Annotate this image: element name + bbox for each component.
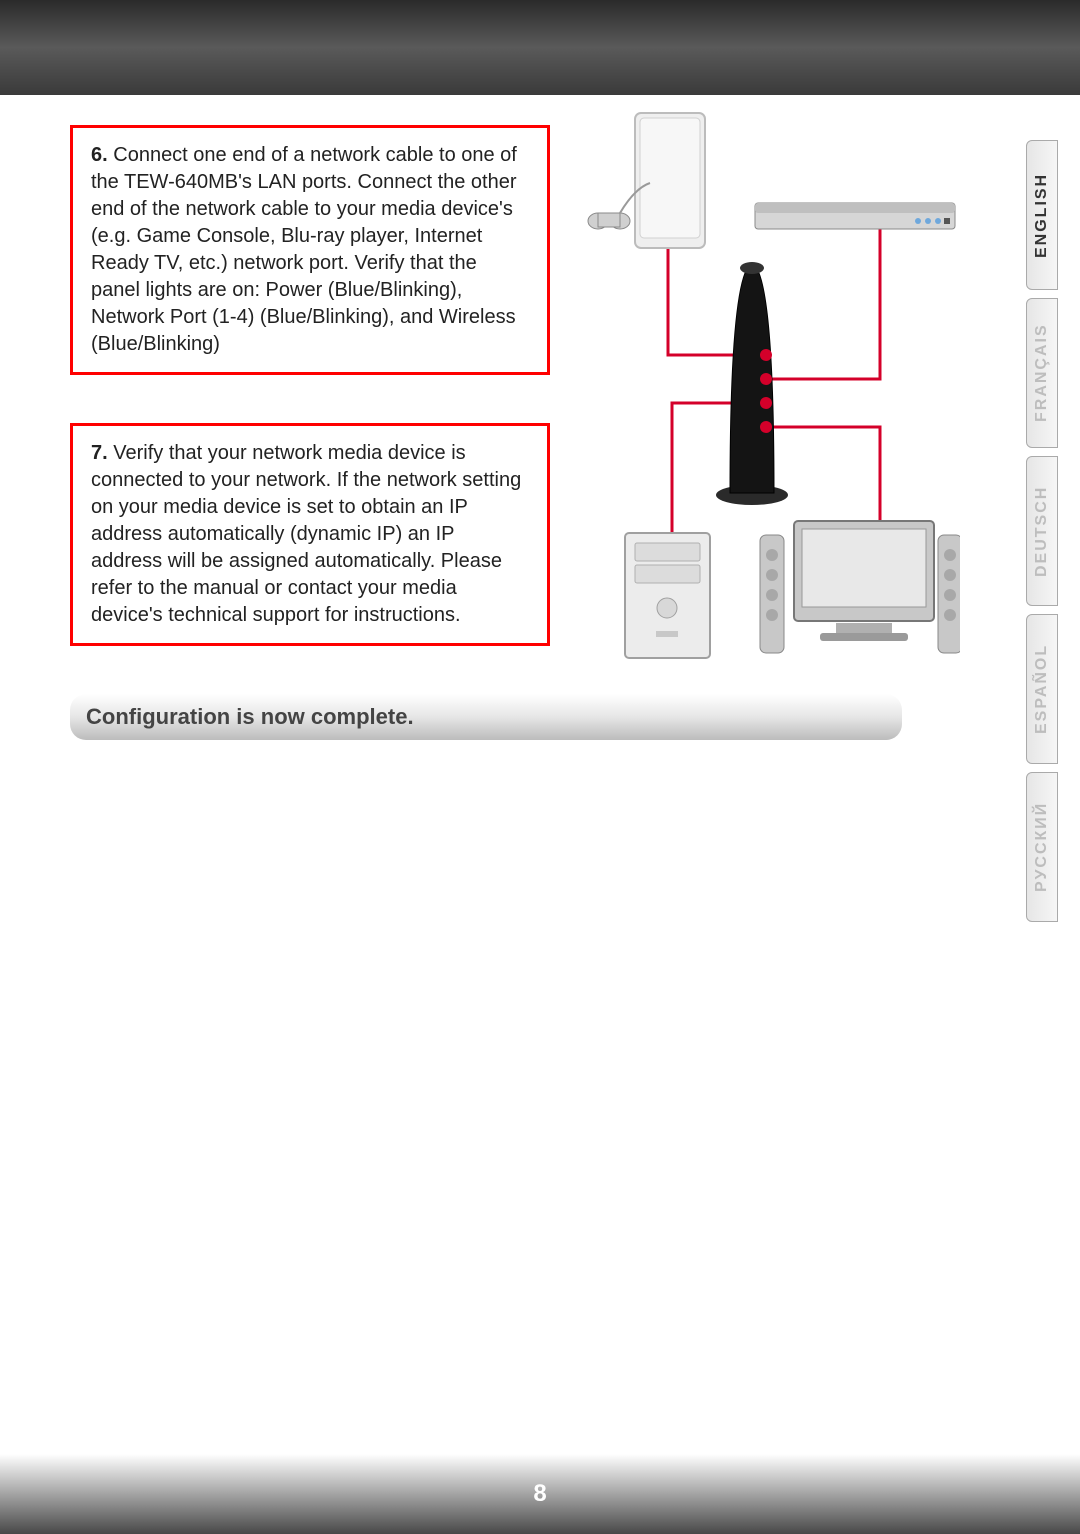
step-box-6: 6. Connect one end of a network cable to… (70, 125, 550, 375)
step-6-body: Connect one end of a network cable to on… (91, 144, 517, 355)
desktop-pc-icon (625, 533, 710, 658)
step-7-text: 7. Verify that your network media device… (91, 440, 529, 629)
step-6-number: 6. (91, 144, 108, 166)
step-6-text: 6. Connect one end of a network cable to… (91, 142, 529, 358)
step-box-7: 7. Verify that your network media device… (70, 423, 550, 646)
lang-tab-english[interactable]: ENGLISH (1026, 140, 1058, 290)
language-tabs: ENGLISH FRANÇAIS DEUTSCH ESPAÑOL РУССКИЙ (1026, 140, 1058, 922)
connection-diagram (580, 103, 960, 663)
lang-label-espanol: ESPAÑOL (1033, 644, 1051, 734)
completion-banner: Configuration is now complete. (70, 694, 902, 740)
lang-label-russian: РУССКИЙ (1033, 802, 1051, 892)
bluray-player-icon (755, 203, 955, 229)
lang-label-english: ENGLISH (1033, 172, 1051, 257)
page-number: 8 (0, 1480, 1080, 1508)
lang-label-deutsch: DEUTSCH (1033, 485, 1051, 576)
step-7-number: 7. (91, 442, 108, 464)
completion-text: Configuration is now complete. (86, 704, 414, 729)
document-page: 6. Connect one end of a network cable to… (0, 0, 1080, 1534)
media-bridge-icon (716, 262, 788, 505)
lang-tab-francais[interactable]: FRANÇAIS (1026, 298, 1058, 448)
lang-tab-russian[interactable]: РУССКИЙ (1026, 772, 1058, 922)
game-console-icon (635, 113, 705, 248)
content-area: 6. Connect one end of a network cable to… (0, 95, 1080, 740)
lang-label-francais: FRANÇAIS (1033, 324, 1051, 423)
tv-speakers-icon (760, 521, 960, 653)
lang-tab-deutsch[interactable]: DEUTSCH (1026, 456, 1058, 606)
lang-tab-espanol[interactable]: ESPAÑOL (1026, 614, 1058, 764)
step-7-body: Verify that your network media device is… (91, 442, 521, 626)
header-banner (0, 0, 1080, 95)
